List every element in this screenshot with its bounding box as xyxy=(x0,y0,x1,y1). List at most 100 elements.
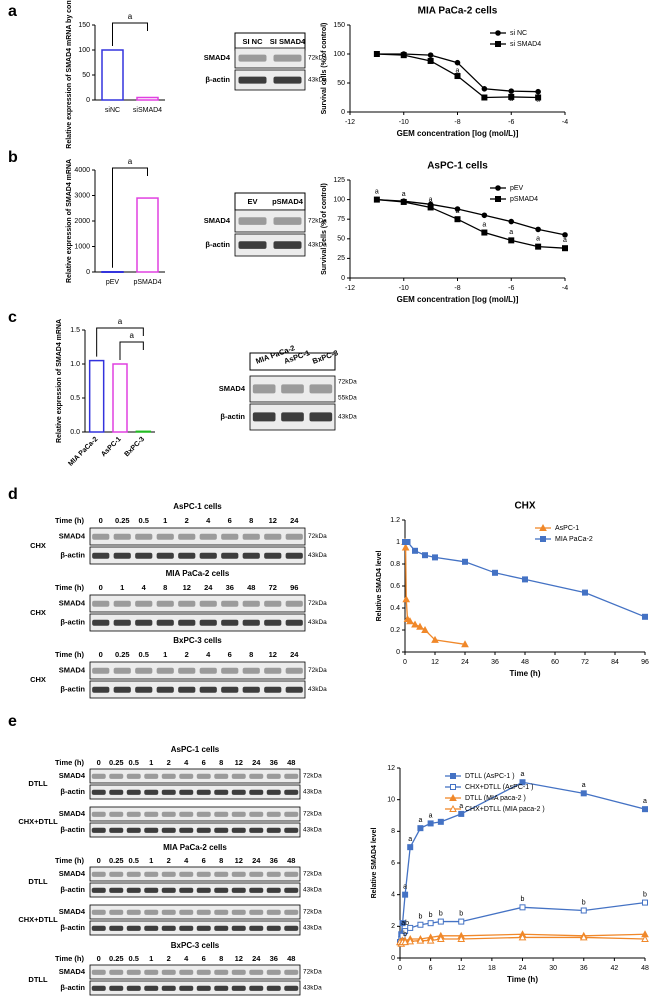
data-point xyxy=(436,934,445,942)
data-point xyxy=(508,88,515,94)
blot-band xyxy=(196,811,211,817)
lane-label: 8 xyxy=(249,516,253,525)
y-axis-label: Relative expression of SMAD4 mRNA by con… xyxy=(66,0,73,149)
x-tick-label: 60 xyxy=(551,659,559,666)
blot-band xyxy=(179,985,194,991)
data-point xyxy=(582,589,588,596)
blot-band xyxy=(135,619,153,626)
blot-band xyxy=(285,619,303,626)
blot-band xyxy=(284,773,299,779)
blot-band xyxy=(178,552,196,559)
panel-letter: a xyxy=(8,3,17,20)
marker-label: 43kDa xyxy=(308,552,327,559)
marker-label: 72kDa xyxy=(308,667,327,674)
blot-band xyxy=(231,969,246,975)
blot-band xyxy=(214,789,229,795)
blot-band xyxy=(249,969,264,975)
lane-label: 24 xyxy=(252,954,261,963)
point-annotation: a xyxy=(456,68,460,75)
blot-band xyxy=(179,773,194,779)
blot-band xyxy=(285,667,303,674)
data-point xyxy=(562,232,568,238)
blot-band xyxy=(196,969,211,975)
y-tick-label: 0 xyxy=(86,269,90,276)
point-annotation: a xyxy=(408,836,412,843)
blot-band xyxy=(231,789,246,795)
blot-band xyxy=(161,925,176,931)
blot-band xyxy=(161,871,176,877)
blot-band xyxy=(214,887,229,893)
lane-label: 0.25 xyxy=(109,856,124,865)
blot-band xyxy=(284,887,299,893)
blot-band xyxy=(249,811,264,817)
blot-band xyxy=(144,985,159,991)
blot-band xyxy=(92,533,110,540)
y-tick-label: 0 xyxy=(341,109,345,116)
data-point xyxy=(458,918,465,925)
bar xyxy=(101,270,124,273)
data-point xyxy=(437,818,444,825)
protein-label: SMAD4 xyxy=(59,869,86,878)
data-point xyxy=(481,94,488,101)
blot-band xyxy=(214,773,229,779)
data-point xyxy=(416,936,425,944)
marker-label: 43kDa xyxy=(303,827,322,834)
data-point xyxy=(454,59,461,66)
marker-label: 43kDa xyxy=(303,925,322,932)
y-tick-label: 0.2 xyxy=(390,627,400,634)
blot-band xyxy=(199,533,217,540)
y-axis-label: Relative SMAD4 level xyxy=(376,551,383,622)
blot-band xyxy=(273,54,302,62)
data-point xyxy=(427,820,434,827)
blot-band xyxy=(264,667,282,674)
lane-label: 4 xyxy=(184,856,189,865)
x-tick-label: -10 xyxy=(399,119,409,126)
marker-label: 72kDa xyxy=(308,533,327,540)
blot-band xyxy=(161,887,176,893)
blot-band xyxy=(91,969,106,975)
significance-bracket xyxy=(119,341,144,360)
series-line xyxy=(376,198,566,249)
x-tick-label: 24 xyxy=(519,965,527,972)
blot-band xyxy=(161,789,176,795)
blot-band xyxy=(179,789,194,795)
blot-band xyxy=(221,533,239,540)
lane-label: 4 xyxy=(184,954,189,963)
legend-label: pSMAD4 xyxy=(510,196,538,203)
bar xyxy=(136,197,159,273)
y-tick-label: 0.6 xyxy=(390,583,400,590)
y-tick-label: 8 xyxy=(391,828,395,835)
blot-strip xyxy=(89,546,306,565)
time-label: Time (h) xyxy=(55,758,85,767)
blot-band xyxy=(109,887,124,893)
lane-label: 2 xyxy=(167,758,171,767)
point-annotation: a xyxy=(459,803,463,810)
x-tick-label: 24 xyxy=(461,659,469,666)
lane-label: 24 xyxy=(252,856,261,865)
blot-band xyxy=(109,909,124,915)
point-annotation: a xyxy=(582,782,586,789)
data-point xyxy=(427,204,434,211)
marker-label: 72kDa xyxy=(338,379,357,386)
blot-band xyxy=(281,412,304,422)
bar xyxy=(101,49,124,101)
y-tick-label: 0 xyxy=(396,649,400,656)
lane-label: 48 xyxy=(287,954,295,963)
lane-label: 2 xyxy=(185,516,189,525)
marker-label: 72kDa xyxy=(303,871,322,878)
blot-band xyxy=(266,871,281,877)
lane-label: 48 xyxy=(287,758,295,767)
data-point xyxy=(406,937,415,945)
blot-title: MIA PaCa-2 cells xyxy=(166,569,230,578)
data-point xyxy=(492,569,498,576)
blot-strip xyxy=(89,527,306,546)
y-tick-label: 12 xyxy=(387,765,395,772)
blot-band xyxy=(144,887,159,893)
x-tick-label: 12 xyxy=(457,965,465,972)
blot-band xyxy=(144,925,159,931)
blot-band xyxy=(281,384,304,394)
data-point xyxy=(462,558,468,565)
y-tick-label: 0 xyxy=(391,955,395,962)
blot-band xyxy=(196,871,211,877)
data-point xyxy=(400,52,407,59)
